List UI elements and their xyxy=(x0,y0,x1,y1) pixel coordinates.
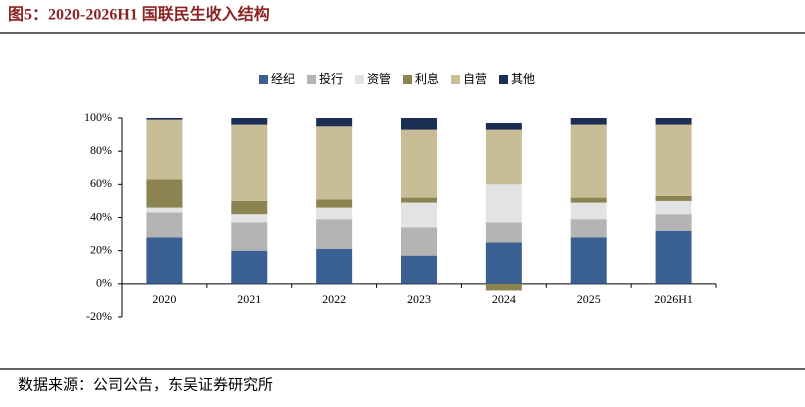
legend-swatch xyxy=(403,75,412,84)
bar-segment xyxy=(401,202,437,228)
bar-segment xyxy=(146,212,183,238)
y-tick-label: 40% xyxy=(90,209,112,223)
bar-segment xyxy=(655,200,692,215)
legend-swatch xyxy=(355,75,364,84)
bar-segment xyxy=(231,200,268,215)
bar-segment xyxy=(146,179,183,208)
x-tick-label: 2020 xyxy=(152,292,176,306)
bar-segment xyxy=(316,199,353,208)
bar-segment xyxy=(655,195,692,201)
bar-segment xyxy=(316,126,353,200)
bar-segment xyxy=(570,197,607,203)
bar-segment xyxy=(655,214,692,231)
bar-segment xyxy=(485,242,522,284)
y-tick-label: 0% xyxy=(96,276,112,290)
bar-segment xyxy=(485,283,522,291)
bar-segment xyxy=(146,118,183,120)
legend-label: 资管 xyxy=(367,71,391,86)
x-tick-label: 2025 xyxy=(577,292,601,306)
y-tick-label: 80% xyxy=(90,143,112,157)
legend-swatch xyxy=(259,75,268,84)
bar-segment xyxy=(401,129,437,198)
legend-swatch xyxy=(499,75,508,84)
bar-segment xyxy=(485,129,522,185)
bar-segment xyxy=(146,119,183,180)
bar-segment xyxy=(316,219,353,250)
bar-segment xyxy=(231,222,268,251)
bar-segment xyxy=(570,124,607,198)
bar-segment xyxy=(401,197,437,203)
x-tick-label: 2023 xyxy=(407,292,431,306)
x-tick-label: 2026H1 xyxy=(654,292,693,306)
source-note: 数据来源：公司公告，东吴证券研究所 xyxy=(18,376,273,393)
bar-segment xyxy=(570,219,607,238)
bar-segment xyxy=(485,122,522,130)
bar-segment xyxy=(401,255,437,284)
bar-segment xyxy=(570,237,607,284)
bar-segment xyxy=(231,118,268,125)
bar-segment xyxy=(231,124,268,201)
y-tick-label: -20% xyxy=(86,309,112,323)
bar-segment xyxy=(570,118,607,125)
chart-title: 图5：2020-2026H1 国联民生收入结构 xyxy=(8,5,270,24)
legend-swatch xyxy=(307,75,316,84)
bar-segment xyxy=(655,124,692,196)
bar-segment xyxy=(655,118,692,125)
bar-segment xyxy=(146,207,183,213)
legend-label: 其他 xyxy=(511,72,535,86)
bar-segment xyxy=(485,184,522,223)
y-tick-label: 20% xyxy=(90,242,112,256)
bar-segment xyxy=(485,222,522,243)
bar-segment xyxy=(231,214,268,223)
y-tick-label: 60% xyxy=(90,176,112,190)
x-tick-label: 2021 xyxy=(237,292,261,306)
y-tick-label: 100% xyxy=(84,110,112,124)
bar-segment xyxy=(231,250,268,284)
bar-segment xyxy=(401,227,437,256)
bar-segment xyxy=(316,207,353,220)
legend-label: 经纪 xyxy=(271,72,295,86)
bar-segment xyxy=(655,230,692,284)
x-tick-label: 2022 xyxy=(322,292,346,306)
bar-segment xyxy=(570,202,607,220)
bar-segment xyxy=(316,118,353,127)
bar-segment xyxy=(401,118,437,130)
legend-swatch xyxy=(451,75,460,84)
bar-segment xyxy=(146,237,183,284)
legend-label: 利息 xyxy=(415,71,439,86)
legend-label: 自营 xyxy=(463,72,487,86)
bar-segment xyxy=(316,249,353,284)
x-tick-label: 2024 xyxy=(492,292,516,306)
legend-label: 投行 xyxy=(319,71,343,86)
